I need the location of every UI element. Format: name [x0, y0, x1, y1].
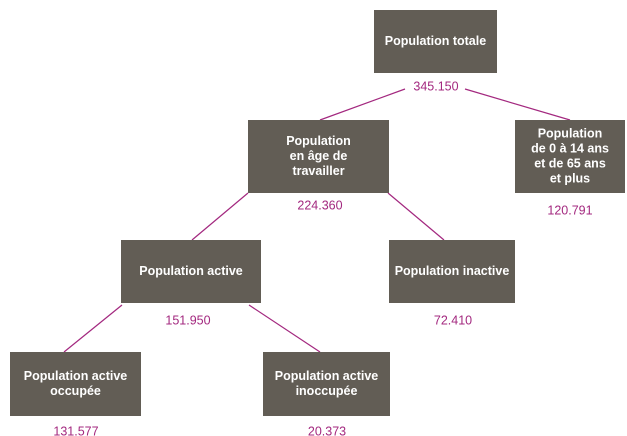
connector [248, 304, 321, 353]
node-box [263, 352, 390, 416]
node-value: 224.360 [297, 198, 342, 212]
node-label: Population active [139, 264, 243, 278]
node-label: et plus [550, 171, 590, 185]
node-label: Population totale [385, 34, 486, 48]
node-box [374, 10, 497, 73]
node-label: travailler [292, 164, 344, 178]
node-box [515, 120, 625, 193]
node-value: 131.577 [53, 424, 98, 436]
node-label: Population active [24, 369, 128, 383]
connector [387, 192, 445, 241]
node-label: occupée [50, 384, 101, 398]
connector [464, 88, 571, 121]
node-value: 345.150 [413, 79, 458, 93]
node-label: de 0 à 14 ans [531, 141, 609, 155]
node-box [248, 120, 389, 193]
connector [191, 192, 249, 241]
node-value: 20.373 [308, 424, 346, 436]
node-label: Population inactive [395, 264, 510, 278]
node-label: en âge de [290, 149, 348, 163]
node-label: Population active [275, 369, 379, 383]
node-value: 151.950 [165, 313, 210, 327]
node-label: inoccupée [296, 384, 358, 398]
connector [63, 304, 123, 353]
node-box [389, 240, 515, 303]
node-label: Population [538, 126, 603, 140]
node-label: et de 65 ans [534, 156, 606, 170]
node-value: 120.791 [547, 203, 592, 217]
node-label: Population [286, 134, 351, 148]
node-value: 72.410 [434, 313, 472, 327]
connector [319, 88, 406, 121]
node-box [10, 352, 141, 416]
node-box [121, 240, 261, 303]
